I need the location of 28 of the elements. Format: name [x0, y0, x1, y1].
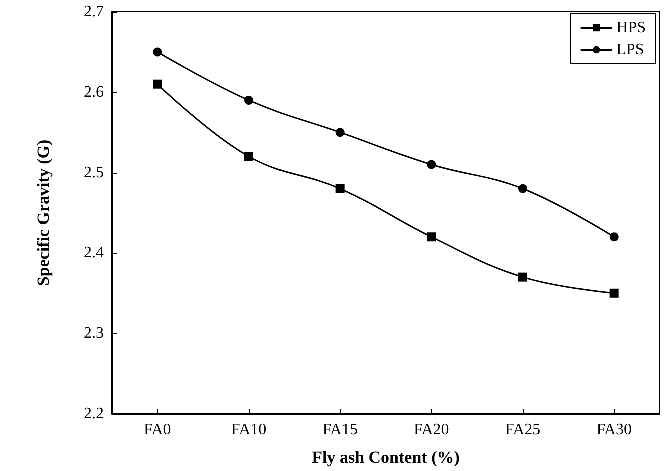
y-tick-label: 2.5 — [84, 164, 104, 182]
point — [610, 288, 619, 298]
x-axis-title: Fly ash Content (%) — [312, 448, 460, 467]
y-tick-label: 2.4 — [84, 244, 104, 262]
x-tick-label: FA25 — [505, 422, 541, 438]
point — [610, 232, 619, 242]
y-tick-label: 2.2 — [84, 406, 104, 422]
point — [518, 272, 528, 282]
point — [153, 80, 162, 89]
x-tick-label: FA10 — [231, 422, 267, 438]
point — [427, 160, 436, 170]
point — [336, 184, 345, 194]
x-tick-label: FA0 — [144, 422, 172, 438]
legend-label: LPS — [616, 42, 644, 58]
x-tick-label: FA30 — [596, 422, 632, 438]
x-tick-label: FA20 — [414, 422, 450, 438]
y-axis-title: Specific Gravity (G) — [34, 140, 53, 286]
point — [336, 128, 345, 138]
y-tick-label: 2.7 — [84, 4, 104, 20]
point — [244, 152, 254, 162]
y-tick-label: 2.6 — [84, 84, 104, 101]
x-tick-label: FA15 — [322, 422, 358, 438]
point — [518, 184, 528, 194]
point — [427, 232, 436, 242]
point — [153, 48, 162, 57]
y-tick-label: 2.3 — [84, 325, 104, 342]
point — [244, 96, 254, 105]
legend-label: HPS — [616, 20, 646, 36]
